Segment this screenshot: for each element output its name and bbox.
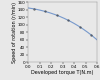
Y-axis label: Speed of rotation (r/min): Speed of rotation (r/min): [12, 2, 17, 63]
X-axis label: Developed torque T(N.m): Developed torque T(N.m): [31, 70, 94, 75]
